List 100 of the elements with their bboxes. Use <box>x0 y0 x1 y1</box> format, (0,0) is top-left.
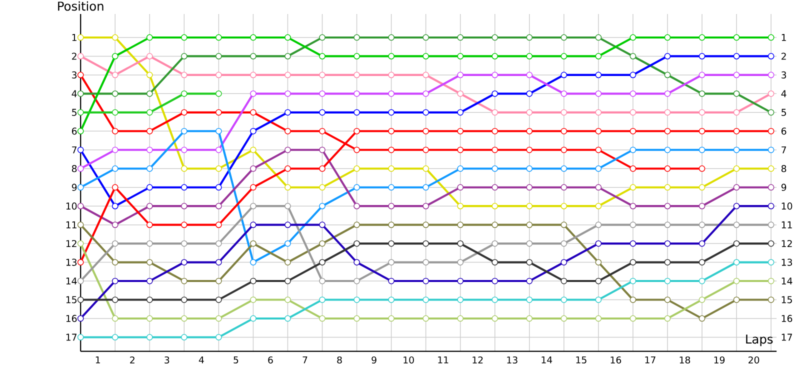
point <box>388 222 394 228</box>
point <box>768 259 774 266</box>
point <box>595 203 602 210</box>
y2-tick-label: 4 <box>781 90 786 98</box>
y2-tick-label: 17 <box>782 334 792 341</box>
point <box>422 240 430 247</box>
point <box>284 296 291 304</box>
point <box>77 203 84 210</box>
x-tick-label: 8 <box>337 356 342 364</box>
point <box>768 203 774 210</box>
point <box>422 184 430 191</box>
point <box>422 259 430 266</box>
point <box>698 315 706 322</box>
point <box>595 296 602 304</box>
point <box>422 146 430 154</box>
point <box>77 53 84 60</box>
y2-tick-label: 15 <box>782 296 792 304</box>
point <box>457 146 464 154</box>
point <box>250 203 256 210</box>
point <box>354 222 360 228</box>
point <box>630 72 636 78</box>
point <box>595 146 602 154</box>
point <box>422 109 430 116</box>
point <box>284 166 291 172</box>
point <box>388 203 394 210</box>
point <box>768 53 774 60</box>
point <box>180 90 188 98</box>
point <box>664 53 671 60</box>
point <box>595 240 602 247</box>
point <box>560 72 568 78</box>
point <box>698 222 706 228</box>
point <box>77 90 84 98</box>
point <box>457 34 464 41</box>
y-tick-label: 17 <box>66 334 76 341</box>
point <box>768 296 774 304</box>
point <box>560 259 568 266</box>
point <box>560 53 568 60</box>
point <box>216 146 222 154</box>
point <box>319 278 326 284</box>
point <box>112 90 118 98</box>
x-tick-label: 19 <box>714 356 725 364</box>
point <box>768 34 774 41</box>
point <box>180 315 188 322</box>
point <box>250 72 256 78</box>
point <box>284 240 291 247</box>
point <box>733 296 740 304</box>
point <box>180 259 188 266</box>
point <box>216 184 222 191</box>
point <box>664 278 671 284</box>
x-tick-label: 5 <box>234 356 238 364</box>
point <box>630 203 636 210</box>
point <box>422 166 430 172</box>
point <box>319 259 326 266</box>
point <box>733 146 740 154</box>
y2-tick-label: 1 <box>782 34 786 42</box>
point <box>250 296 256 304</box>
point <box>388 166 394 172</box>
point <box>422 34 430 41</box>
point <box>630 184 636 191</box>
point <box>526 296 533 304</box>
point <box>319 240 326 247</box>
point <box>526 278 533 284</box>
point <box>319 184 326 191</box>
point <box>492 128 498 134</box>
point <box>146 72 153 78</box>
point <box>77 34 84 41</box>
point <box>216 203 222 210</box>
point <box>526 240 533 247</box>
point <box>560 222 568 228</box>
point <box>698 259 706 266</box>
point <box>216 72 222 78</box>
point <box>698 53 706 60</box>
point <box>733 203 740 210</box>
point <box>250 184 256 191</box>
point <box>422 296 430 304</box>
point <box>319 222 326 228</box>
point <box>664 315 671 322</box>
y-axis-title: Position <box>58 1 104 11</box>
point <box>180 166 188 172</box>
point <box>77 296 84 304</box>
point <box>284 72 291 78</box>
point <box>595 109 602 116</box>
point <box>216 109 222 116</box>
point <box>560 146 568 154</box>
y-tick-label: 16 <box>66 315 77 322</box>
y-tick-label: 15 <box>66 296 76 304</box>
point <box>250 146 256 154</box>
point <box>526 90 533 98</box>
point <box>319 146 326 154</box>
point <box>319 109 326 116</box>
point <box>733 53 740 60</box>
point <box>250 240 256 247</box>
y2-tick-label: 8 <box>781 165 786 172</box>
point <box>560 128 568 134</box>
point <box>388 315 394 322</box>
point <box>146 34 153 41</box>
point <box>422 278 430 284</box>
x-tick-label: 14 <box>542 356 552 364</box>
y-tick-label: 11 <box>66 222 76 228</box>
point <box>284 203 291 210</box>
